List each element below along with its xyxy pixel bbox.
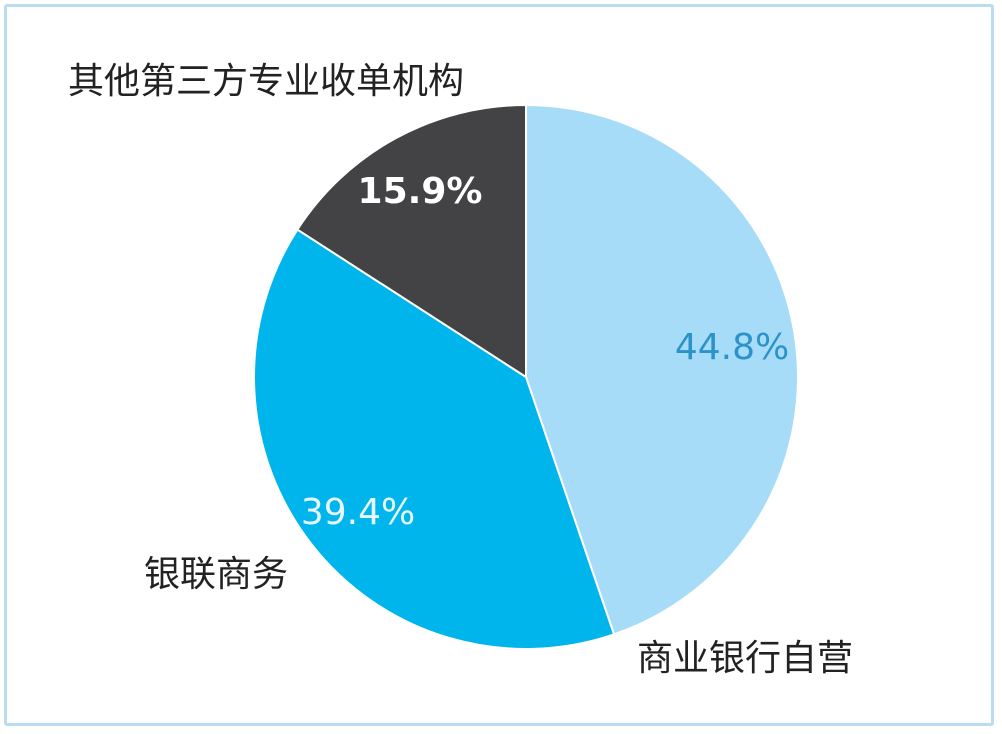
slice-commercial-bank — [525, 103, 799, 636]
pct-label-other-third-party: 15.9% — [358, 171, 483, 212]
pct-label-commercial-bank: 44.8% — [675, 327, 789, 368]
pct-label-unionpay: 39.4% — [301, 492, 415, 533]
category-label-commercial-bank: 商业银行自营 — [637, 638, 853, 679]
category-label-unionpay: 银联商务 — [144, 554, 288, 595]
pie-slices — [253, 103, 799, 650]
category-label-other-third-party: 其他第三方专业收单机构 — [68, 61, 464, 102]
slice-unionpay — [253, 228, 616, 650]
slice-other-third-party — [296, 103, 527, 379]
